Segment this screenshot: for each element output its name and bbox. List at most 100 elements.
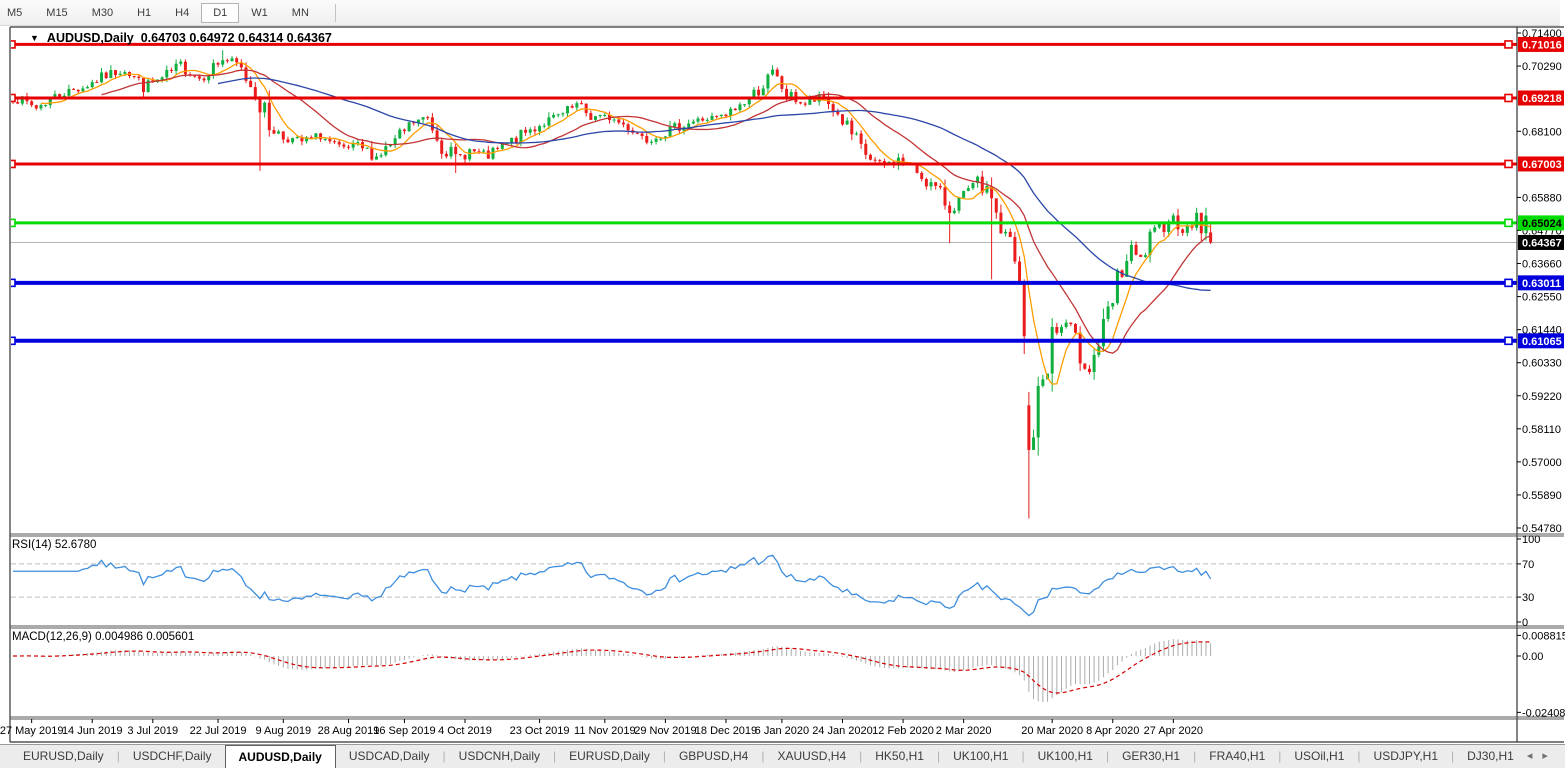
level-line-handle[interactable] [1504,218,1513,228]
tab-separator: | [936,749,941,763]
tab-separator: | [553,749,557,763]
tab-separator: | [1278,749,1282,763]
chart-tab-uk100-h1[interactable]: UK100,H1 [1037,749,1093,763]
chart-tab-usdjpy-h1[interactable]: USDJPY,H1 [1373,749,1439,763]
price-axis-label: 0.70290 [1522,61,1562,73]
date-axis-label: 23 Oct 2019 [510,725,570,737]
chart-tab-eurusd-daily[interactable]: EURUSD,Daily [569,749,650,763]
price-axis-label: 0.54780 [1522,523,1562,535]
tabs-scroll-left-icon[interactable]: ◂ [1526,750,1543,762]
level-line-handle[interactable] [8,40,16,49]
timeframe-button-h1[interactable]: H1 [137,6,152,19]
chart-tab-xauusd-h4[interactable]: XAUUSD,H4 [777,749,847,763]
tab-separator: | [1357,749,1361,763]
level-line-handle[interactable] [8,93,16,103]
date-axis-label: 8 Apr 2020 [1086,725,1139,737]
date-axis-label: 18 Dec 2019 [695,725,757,737]
price-axis-label: 0.58110 [1522,424,1561,436]
macd-histogram [17,639,1212,703]
date-axis-label: 2 Mar 2020 [936,725,992,737]
date-axis-label: 28 Aug 2019 [318,725,380,737]
date-axis-label: 6 Jan 2020 [755,725,809,737]
date-axis-label: 16 Sep 2019 [373,725,435,737]
timeframe-toolbar: M5 M15 M30 H1 H4 D1 W1 MN [0,0,1560,26]
level-line-handle[interactable] [1504,336,1513,346]
level-line-handle[interactable] [1504,93,1513,103]
date-axis-label: 4 Oct 2019 [438,725,492,737]
chart-tab-gbpusd-h4[interactable]: GBPUSD,H4 [678,749,749,763]
price-level-badge: 0.63011 [1522,278,1561,290]
date-axis-label: 14 Jun 2019 [62,725,123,737]
price-axis-label: 0.57000 [1522,457,1562,469]
rsi-axis-label: 70 [1522,559,1534,571]
tab-separator: | [1451,749,1455,763]
chart-tab-audusd-daily[interactable]: AUDUSD,Daily [224,745,336,768]
chart-tab-dj30-h1[interactable]: DJ30,H1 [1467,749,1514,763]
ma-mid-line [101,69,1211,354]
rsi-axis-label: 100 [1522,534,1540,546]
date-axis-label: 27 Apr 2020 [1144,725,1203,737]
price-axis-label: 0.59220 [1522,391,1562,403]
chart-title: ▼ AUDUSD,Daily 0.64703 0.64972 0.64314 0.… [30,31,332,45]
macd-indicator-label: MACD(12,26,9) 0.004986 0.005601 [12,631,195,643]
chart-tab-hk50-h1[interactable]: HK50,H1 [875,749,924,763]
tab-separator: | [116,749,120,763]
tab-separator: | [1105,749,1110,763]
price-level-badge: 0.71016 [1522,39,1562,51]
timeframe-button-m5[interactable]: M5 [7,6,23,19]
date-axis-label: 11 Nov 2019 [574,725,636,737]
symbol-dropdown-icon[interactable]: ▼ [30,33,39,43]
timeframe-button-m15[interactable]: M15 [46,6,68,19]
level-line-handle[interactable] [8,159,16,169]
chart-tabs-bar: EURUSD,Daily | USDCHF,Daily AUDUSD,Daily USD… [0,744,1565,768]
price-level-badge-bg [1518,36,1564,52]
rsi-line [13,554,1212,617]
price-level-badge-bg [1518,90,1564,106]
date-axis-label: 9 Aug 2019 [255,725,311,737]
level-line-handle[interactable] [1504,278,1513,288]
macd-panel [12,639,1212,703]
timeframe-button-h4[interactable]: H4 [175,6,190,19]
chart-tab-usoil-h1[interactable]: USOil,H1 [1294,749,1345,763]
date-axis-label: 22 Jul 2019 [190,725,247,737]
tabs-scroll-arrows: ◂▸ [1527,745,1565,768]
main-price-panel [8,40,1517,519]
timeframe-button-mn[interactable]: MN [291,6,309,19]
rsi-panel [11,554,1517,617]
chart-tab-usdcnh-daily[interactable]: USDCNH,Daily [458,749,541,763]
price-level-badge: 0.69218 [1522,93,1562,105]
timeframe-button-d1[interactable]: D1 [201,2,240,23]
timeframe-button-m30[interactable]: M30 [91,6,114,19]
tab-separator: | [761,749,765,763]
rsi-indicator-label: RSI(14) 52.6780 [12,539,97,551]
ma-slow-line [217,77,1211,292]
chart-tab-usdchf-daily[interactable]: USDCHF,Daily [132,749,212,763]
level-line-handle[interactable] [8,278,16,288]
price-level-badge-bg [1518,333,1564,349]
date-axis-label: 24 Jan 2020 [812,725,873,737]
date-axis-label: 29 Nov 2019 [634,725,696,737]
level-line-handle[interactable] [1504,40,1513,49]
price-level-badge: 0.65024 [1522,218,1563,230]
level-line-handle[interactable] [1504,159,1513,169]
price-level-badge-bg [1518,275,1564,291]
price-axis-label: 0.63660 [1522,259,1562,271]
timeframe-button-w1[interactable]: W1 [251,6,268,19]
tab-separator: | [662,749,666,763]
chart-tab-uk100-h1[interactable]: UK100,H1 [953,749,1009,763]
tabs-scroll-right-icon[interactable]: ▸ [1542,750,1558,762]
tab-separator: | [1193,749,1197,763]
chart-tab-ger30-h1[interactable]: GER30,H1 [1122,749,1181,763]
chart-tab-fra40-h1[interactable]: FRA40,H1 [1209,749,1266,763]
level-line-handle[interactable] [8,336,16,346]
macd-axis-label: 0.008815 [1522,630,1565,642]
date-axis-label: 20 Mar 2020 [1021,725,1083,737]
chart-tab-eurusd-daily[interactable]: EURUSD,Daily [23,749,104,763]
level-line-handle[interactable] [8,218,16,228]
price-axis-label: 0.68100 [1522,126,1562,138]
chart-tab-usdcad-daily[interactable]: USDCAD,Daily [348,749,430,763]
rsi-axis-label: 0 [1522,617,1528,629]
